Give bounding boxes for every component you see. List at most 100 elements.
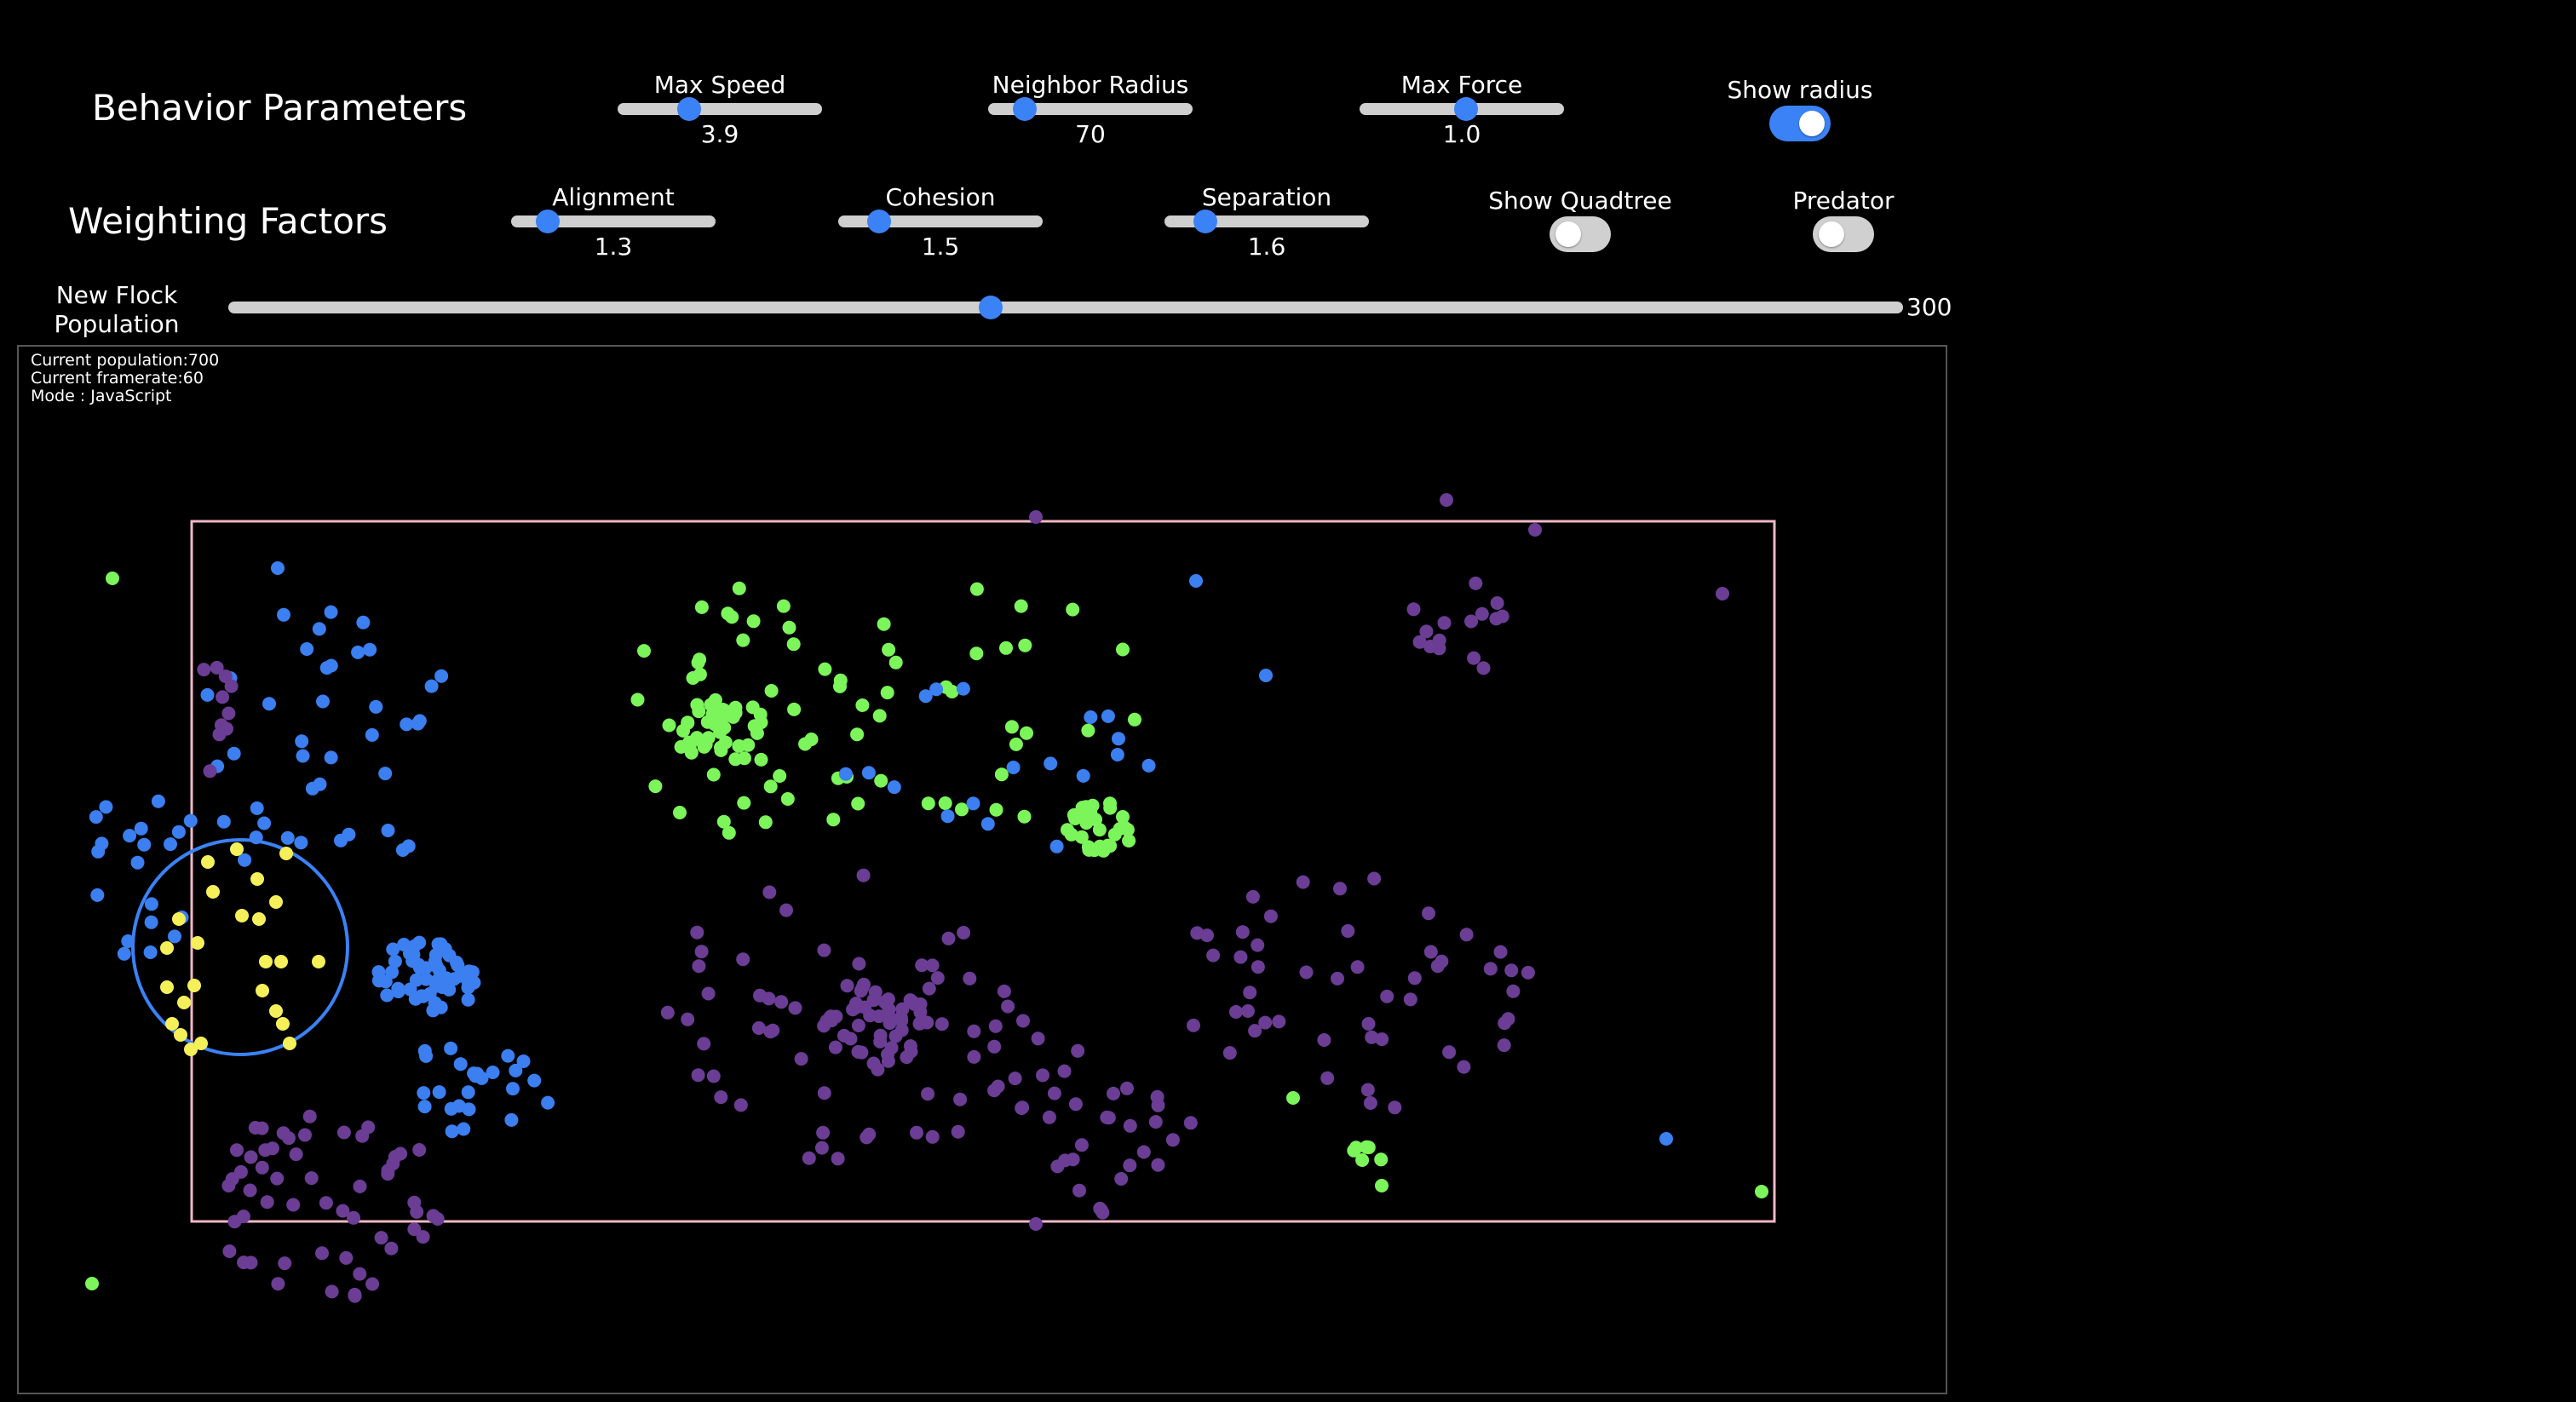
boid <box>445 1124 459 1139</box>
boid <box>925 1129 940 1144</box>
boid <box>1299 965 1314 980</box>
boid <box>1128 712 1141 727</box>
boid <box>259 955 273 968</box>
boid <box>1081 840 1095 854</box>
boid <box>270 1171 285 1186</box>
boid <box>714 740 727 755</box>
boid <box>289 1147 303 1162</box>
boid <box>838 767 853 781</box>
boid <box>1093 839 1107 853</box>
max-speed-value: 3.9 <box>700 120 739 148</box>
boid <box>725 610 739 624</box>
show-quadtree-toggle[interactable] <box>1550 216 1611 252</box>
boid <box>1497 1038 1511 1053</box>
boid <box>660 1005 675 1020</box>
boid <box>269 895 283 909</box>
show-radius-toggle[interactable] <box>1769 106 1831 141</box>
boid <box>353 1179 367 1193</box>
boid <box>955 802 969 817</box>
boid <box>1363 1096 1377 1110</box>
boid <box>1093 1201 1107 1215</box>
boid <box>828 1040 842 1054</box>
boid <box>428 954 442 968</box>
boid <box>1016 1014 1030 1028</box>
boid <box>1081 723 1095 738</box>
boid <box>818 662 832 676</box>
boid <box>417 1100 432 1114</box>
boid <box>714 1090 728 1105</box>
boid <box>1018 638 1032 652</box>
new-flock-population-label-line1: New Flock <box>55 281 178 309</box>
max-speed-thumb[interactable] <box>677 97 701 121</box>
boid <box>630 692 645 707</box>
separation-slider[interactable] <box>1164 210 1369 233</box>
neighbor-radius-slider[interactable] <box>988 97 1193 121</box>
boid <box>279 847 293 860</box>
separation-thumb[interactable] <box>1193 210 1217 233</box>
boid <box>736 633 750 647</box>
boid <box>1406 602 1421 617</box>
boid <box>212 727 227 742</box>
boid <box>235 909 249 922</box>
neighbor-radius-thumb[interactable] <box>1013 97 1038 121</box>
boid <box>1165 1133 1180 1147</box>
cohesion-thumb[interactable] <box>867 210 891 233</box>
boid <box>728 700 743 715</box>
boid <box>324 658 338 673</box>
boid <box>271 1277 285 1291</box>
boid <box>416 1230 430 1244</box>
max-force-label: Max Force <box>1400 71 1523 99</box>
boid <box>922 981 936 996</box>
boid <box>386 942 400 957</box>
alignment-thumb[interactable] <box>536 210 561 233</box>
boid <box>1222 1046 1237 1060</box>
boid <box>395 843 410 857</box>
boid <box>95 836 109 851</box>
boid <box>243 1183 257 1198</box>
boid <box>230 842 244 856</box>
new-flock-population-label-line2: Population <box>54 310 180 338</box>
boid <box>457 1122 471 1136</box>
boid <box>89 810 103 825</box>
boid <box>283 1037 296 1050</box>
boid <box>1235 925 1250 939</box>
boid <box>369 699 383 714</box>
boid <box>238 853 252 867</box>
boid <box>1120 1081 1134 1095</box>
simulation-canvas[interactable]: Current population:700 Current framerate… <box>17 345 1947 1394</box>
boid <box>969 646 984 661</box>
boid <box>121 934 135 948</box>
boid <box>1333 882 1347 896</box>
cohesion-slider[interactable] <box>838 210 1043 233</box>
boid <box>1241 1004 1255 1018</box>
separation-value: 1.6 <box>1247 233 1286 261</box>
boid <box>817 1019 831 1033</box>
alignment-slider[interactable] <box>511 210 716 233</box>
max-force-thumb[interactable] <box>1453 97 1478 121</box>
boid <box>1360 1083 1375 1097</box>
boid <box>342 827 356 842</box>
boid <box>462 1102 476 1117</box>
boid <box>325 1284 339 1299</box>
boid <box>298 1128 312 1142</box>
show-radius-toggle-knob <box>1799 111 1825 136</box>
new-flock-population-slider[interactable] <box>228 296 1903 319</box>
max-force-slider[interactable] <box>1360 97 1564 121</box>
max-speed-label: Max Speed <box>653 71 786 99</box>
boid <box>1206 948 1221 962</box>
boid <box>888 655 903 669</box>
boid <box>509 1063 523 1077</box>
boid <box>123 829 137 843</box>
boid <box>941 931 956 945</box>
boid <box>1245 889 1260 904</box>
boid <box>817 1086 831 1100</box>
boid <box>751 1021 766 1035</box>
boid <box>967 1024 981 1038</box>
max-speed-slider[interactable] <box>618 97 822 121</box>
boid <box>843 1031 858 1046</box>
boid <box>1440 493 1453 507</box>
boid <box>895 1002 910 1016</box>
predator-toggle[interactable] <box>1813 216 1874 252</box>
boid <box>339 1250 354 1265</box>
new-flock-population-thumb[interactable] <box>978 296 1003 319</box>
